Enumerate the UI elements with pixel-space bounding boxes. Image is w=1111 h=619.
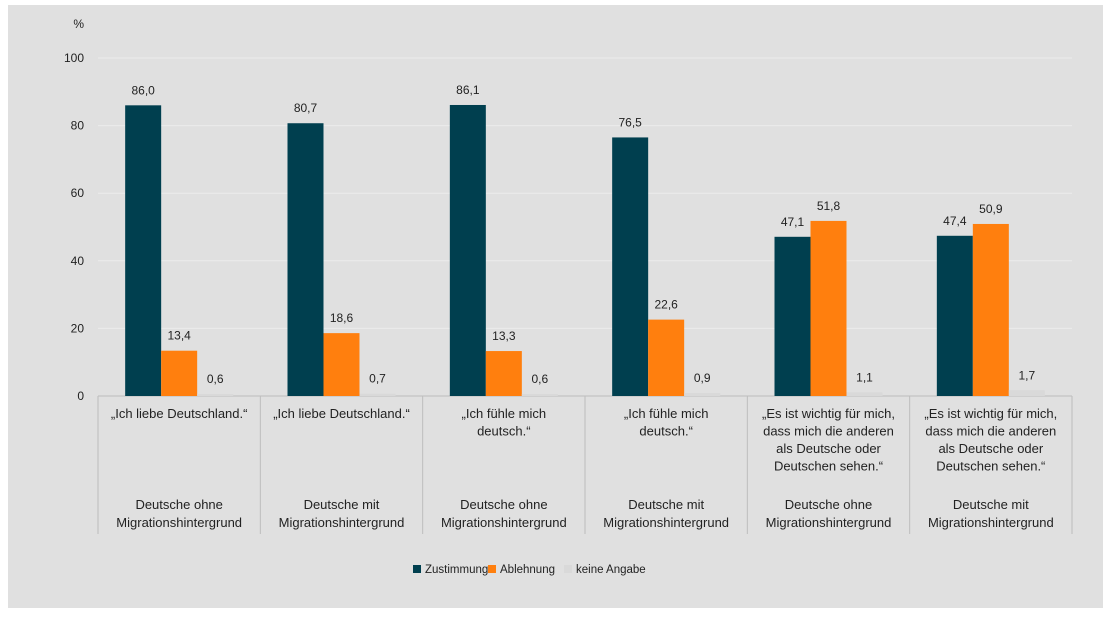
bar: [684, 392, 721, 396]
category-statement-label: „Ich fühle mich: [624, 406, 709, 421]
category-population-label: Deutsche ohne: [785, 497, 872, 512]
category-statement-label: „Ich liebe Deutschland.“: [111, 406, 248, 421]
chart-background: [8, 5, 1103, 608]
bar: [521, 393, 558, 396]
data-label: 76,5: [618, 115, 642, 129]
y-unit-label: %: [73, 17, 84, 31]
bar: [359, 393, 396, 396]
legend-label: Zustimmung: [425, 564, 488, 576]
category-population-label: Deutsche mit: [953, 497, 1029, 512]
category-population-label: Migrationshintergrund: [279, 515, 405, 530]
data-label: 13,4: [167, 329, 191, 343]
bar: [810, 220, 847, 396]
category-population-label: Deutsche ohne: [460, 497, 547, 512]
category-statement-label: deutsch.“: [639, 424, 692, 439]
category-population-label: Migrationshintergrund: [766, 515, 892, 530]
y-tick-label: 40: [71, 254, 85, 268]
category-statement-label: dass mich die anderen: [925, 424, 1056, 439]
legend-swatch: [564, 565, 572, 573]
bar: [648, 319, 685, 396]
category-population-label: Deutsche mit: [304, 497, 380, 512]
data-label: 80,7: [294, 101, 318, 115]
bar: [449, 104, 486, 397]
bar: [1008, 390, 1045, 396]
category-statement-label: „Ich liebe Deutschland.“: [273, 406, 410, 421]
bar: [612, 137, 649, 396]
legend-swatch: [413, 565, 421, 573]
data-label: 0,6: [207, 372, 224, 386]
bar: [323, 333, 360, 396]
data-label: 18,6: [330, 311, 354, 325]
category-statement-label: „Es ist wichtig für mich,: [762, 406, 895, 421]
category-statement-label: als Deutsche oder: [938, 441, 1043, 456]
bar: [197, 393, 234, 396]
category-statement-label: deutsch.“: [477, 424, 530, 439]
category-population-label: Deutsche ohne: [135, 497, 222, 512]
category-statement-label: „Ich fühle mich: [462, 406, 547, 421]
category-statement-label: Deutschen sehen.“: [774, 459, 883, 474]
data-label: 1,1: [856, 370, 873, 384]
data-label: 0,9: [694, 371, 711, 385]
legend-label: keine Angabe: [576, 564, 646, 576]
category-population-label: Deutsche mit: [628, 497, 704, 512]
legend-swatch: [488, 565, 496, 573]
data-label: 13,3: [492, 329, 516, 343]
category-population-label: Migrationshintergrund: [441, 515, 567, 530]
data-label: 86,0: [131, 83, 155, 97]
data-label: 22,6: [654, 298, 678, 312]
bar: [846, 392, 883, 396]
bar: [287, 123, 324, 396]
data-label: 47,4: [943, 214, 967, 228]
category-population-label: Migrationshintergrund: [928, 515, 1054, 530]
y-tick-label: 60: [71, 186, 85, 200]
bar: [125, 105, 162, 396]
data-label: 51,8: [817, 199, 841, 213]
legend-label: Ablehnung: [500, 564, 555, 576]
bar: [774, 236, 811, 396]
data-label: 47,1: [781, 215, 805, 229]
y-tick-label: 20: [71, 321, 85, 335]
bar: [485, 351, 522, 396]
category-statement-label: „Es ist wichtig für mich,: [924, 406, 1057, 421]
bar: [972, 223, 1009, 396]
bar: [161, 350, 198, 396]
data-label: 1,7: [1018, 368, 1035, 382]
category-statement-label: Deutschen sehen.“: [936, 459, 1045, 474]
data-label: 0,6: [531, 372, 548, 386]
data-label: 50,9: [979, 202, 1003, 216]
category-statement-label: dass mich die anderen: [763, 424, 894, 439]
data-label: 86,1: [456, 83, 480, 97]
y-tick-label: 0: [77, 389, 84, 403]
bar: [936, 235, 973, 396]
category-population-label: Migrationshintergrund: [116, 515, 242, 530]
data-label: 0,7: [369, 372, 386, 386]
y-tick-label: 100: [64, 51, 84, 65]
y-tick-label: 80: [71, 119, 85, 133]
category-statement-label: als Deutsche oder: [776, 441, 881, 456]
category-population-label: Migrationshintergrund: [603, 515, 729, 530]
